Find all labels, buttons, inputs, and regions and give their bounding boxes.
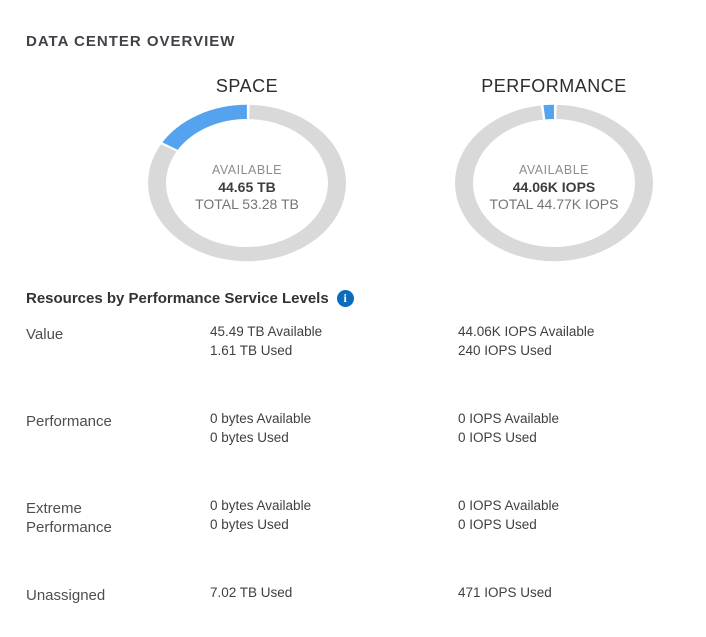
iops-cell: 0 IOPS Available 0 IOPS Used <box>458 496 706 534</box>
iops-used-line: 471 IOPS Used <box>458 585 552 600</box>
row-label: Performance <box>26 413 112 430</box>
performance-donut-used-segment <box>455 104 653 262</box>
row-label: Unassigned <box>26 587 106 604</box>
performance-chart: PERFORMANCE AVAILABLE 44.06K IOPS TOTAL … <box>454 76 654 262</box>
performance-donut-svg <box>454 104 654 262</box>
table-row-value: Value 45.49 TB Available 1.61 TB Used 44… <box>0 322 706 409</box>
space-available-line: 0 bytes Available <box>210 411 312 426</box>
page-title: DATA CENTER OVERVIEW <box>26 33 236 50</box>
iops-cell: 471 IOPS Used <box>458 583 706 602</box>
performance-donut-segment-gap <box>454 104 654 262</box>
space-used-line: 7.02 TB Used <box>210 585 293 600</box>
iops-used-line: 0 IOPS Used <box>458 517 537 532</box>
iops-available-line: 0 IOPS Available <box>458 411 560 426</box>
space-used-line: 0 bytes Used <box>210 430 289 445</box>
resources-section-header: Resources by Performance Service Levels … <box>26 290 354 307</box>
space-cell: 0 bytes Available 0 bytes Used <box>210 409 458 447</box>
space-used-line: 0 bytes Used <box>210 517 289 532</box>
performance-chart-title: PERFORMANCE <box>481 76 627 96</box>
iops-used-line: 0 IOPS Used <box>458 430 537 445</box>
iops-available-line: 44.06K IOPS Available <box>458 324 595 339</box>
iops-available-line: 0 IOPS Available <box>458 498 560 513</box>
iops-cell: 0 IOPS Available 0 IOPS Used <box>458 409 706 447</box>
iops-used-line: 240 IOPS Used <box>458 343 552 358</box>
space-donut-segment-gap <box>147 104 347 262</box>
space-donut-svg <box>147 104 347 262</box>
space-cell: 45.49 TB Available 1.61 TB Used <box>210 322 458 360</box>
space-used-line: 1.61 TB Used <box>210 343 293 358</box>
table-row-unassigned: Unassigned 7.02 TB Used 471 IOPS Used <box>0 583 706 605</box>
performance-donut-available-segment <box>455 104 653 262</box>
space-donut-used-segment <box>148 104 346 262</box>
info-icon[interactable]: i <box>336 290 354 307</box>
space-chart-title: SPACE <box>215 76 279 96</box>
service-levels-table: Value 45.49 TB Available 1.61 TB Used 44… <box>0 322 706 605</box>
space-cell: 0 bytes Available 0 bytes Used <box>210 496 458 534</box>
space-available-line: 45.49 TB Available <box>210 324 323 339</box>
performance-donut-chart: AVAILABLE 44.06K IOPS TOTAL 44.77K IOPS <box>454 104 654 262</box>
row-label: Value <box>26 326 64 343</box>
iops-cell: 44.06K IOPS Available 240 IOPS Used <box>458 322 706 360</box>
space-donut-chart: AVAILABLE 44.65 TB TOTAL 53.28 TB <box>147 104 347 262</box>
resources-section-title: Resources by Performance Service Levels <box>26 290 329 307</box>
space-chart: SPACE AVAILABLE 44.65 TB TOTAL 53.28 TB <box>147 76 347 262</box>
table-row-performance: Performance 0 bytes Available 0 bytes Us… <box>0 409 706 496</box>
space-cell: 7.02 TB Used <box>210 583 458 602</box>
row-label: Extreme Performance <box>26 500 112 536</box>
table-row-extreme-performance: Extreme Performance 0 bytes Available 0 … <box>0 496 706 583</box>
space-available-line: 0 bytes Available <box>210 498 312 513</box>
